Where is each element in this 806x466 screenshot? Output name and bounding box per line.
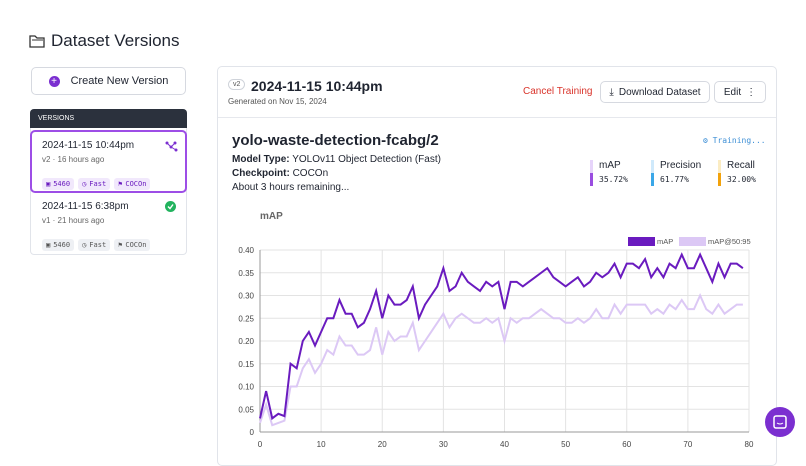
- stat-label: mAP: [599, 160, 621, 171]
- tag: ◷ Fast: [78, 239, 111, 251]
- tag-text: 5460: [53, 241, 71, 249]
- training-status-text: Training...: [712, 136, 766, 145]
- page-title: Dataset Versions: [51, 31, 180, 50]
- folder-icon: [29, 35, 45, 48]
- version-title: 2024-11-15 10:44pm: [42, 140, 135, 151]
- eta: About 3 hours remaining...: [232, 182, 350, 193]
- tag-text: COCOn: [125, 241, 147, 249]
- divider: [218, 117, 776, 118]
- x-tick-label: 50: [561, 440, 570, 449]
- stat-value: 61.77%: [660, 175, 689, 184]
- x-tick-label: 20: [378, 440, 387, 449]
- legend-label: mAP: [657, 237, 673, 246]
- x-tick-label: 60: [622, 440, 631, 449]
- chart-title: mAP: [260, 211, 283, 222]
- model-name: yolo-waste-detection-fcabg/2: [232, 132, 439, 149]
- tag-text: Fast: [89, 241, 107, 249]
- y-tick-label: 0.35: [238, 269, 254, 278]
- y-tick-label: 0.20: [238, 337, 254, 346]
- versions-header: VERSIONS: [30, 109, 187, 128]
- edit-button[interactable]: Edit ⋮: [714, 81, 766, 103]
- detail: Model Type: YOLOv11 Object Detection (Fa…: [232, 154, 441, 165]
- training-status: ⚙ Training...: [703, 136, 766, 145]
- stat-value: 35.72%: [599, 175, 628, 184]
- tag: ▣ 5460: [42, 178, 75, 190]
- detail: Checkpoint: COCOn: [232, 168, 328, 179]
- y-tick-label: 0.30: [238, 292, 254, 301]
- tag: ◷ Fast: [78, 178, 111, 190]
- stat-label: Recall: [727, 160, 755, 171]
- panel-subtitle: Generated on Nov 15, 2024: [228, 97, 327, 106]
- x-tick-label: 70: [683, 440, 692, 449]
- detail-value: COCOn: [292, 168, 329, 179]
- y-tick-label: 0.10: [238, 383, 254, 392]
- y-tick-label: 0: [250, 428, 255, 437]
- download-button[interactable]: ⤓ Download Dataset: [600, 81, 710, 103]
- tag-text: Fast: [89, 180, 107, 188]
- y-tick-label: 0.05: [238, 405, 254, 414]
- tag-text: COCOn: [125, 180, 147, 188]
- detail-label: Checkpoint:: [232, 168, 290, 179]
- legend-label: mAP@50:95: [708, 237, 751, 246]
- stat-label: Precision: [660, 160, 702, 171]
- series-line: [259, 293, 743, 427]
- complete-icon: [165, 201, 176, 212]
- legend-swatch: [679, 237, 706, 246]
- version-meta: v2 · 16 hours ago: [42, 155, 105, 164]
- detail-label: Model Type:: [232, 154, 290, 165]
- edit-label: Edit: [723, 86, 742, 98]
- create-version-label: Create New Version: [70, 75, 169, 87]
- download-label: Download Dataset: [618, 86, 701, 98]
- series-line: [259, 252, 744, 421]
- create-version-button[interactable]: + Create New Version: [31, 67, 186, 95]
- y-tick-label: 0.40: [238, 246, 254, 255]
- page: Dataset Versions + Create New Version VER…: [29, 31, 795, 466]
- version-card[interactable]: 2024-11-15 10:44pm v2 · 16 hours ago ▣ 5…: [30, 130, 187, 193]
- version-meta: v1 · 21 hours ago: [42, 216, 105, 225]
- y-tick-label: 0.15: [238, 360, 254, 369]
- panel-title: 2024-11-15 10:44pm: [251, 78, 383, 94]
- version-badge: v2: [228, 79, 246, 90]
- x-tick-label: 30: [439, 440, 448, 449]
- version-title: 2024-11-15 6:38pm: [42, 201, 129, 212]
- detail-value: YOLOv11 Object Detection (Fast): [292, 154, 441, 165]
- y-tick-label: 0.25: [238, 314, 254, 323]
- x-tick-label: 0: [258, 440, 263, 449]
- x-tick-label: 10: [317, 440, 326, 449]
- stat-value: 32.00%: [727, 175, 756, 184]
- training-icon: [165, 141, 178, 152]
- chat-button[interactable]: [765, 407, 795, 437]
- tag: ▣ 5460: [42, 239, 75, 251]
- tag: ⚑ COCOn: [114, 178, 151, 190]
- cancel-training[interactable]: Cancel Training: [523, 86, 593, 97]
- x-tick-label: 80: [745, 440, 754, 449]
- x-tick-label: 40: [500, 440, 509, 449]
- tag: ⚑ COCOn: [114, 239, 151, 251]
- chart: mAP 0 0.05 0.10 0.15 0.20 0.25 0.30 0.35 0.40 0 10…: [238, 211, 754, 449]
- legend-swatch: [628, 237, 655, 246]
- version-card[interactable]: 2024-11-15 6:38pm v1 · 21 hours ago ▣ 54…: [30, 196, 187, 252]
- tag-text: 5460: [53, 180, 71, 188]
